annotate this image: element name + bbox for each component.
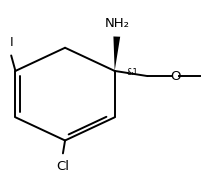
Text: I: I <box>9 36 13 49</box>
Text: NH₂: NH₂ <box>104 17 129 30</box>
Polygon shape <box>113 36 120 71</box>
Text: O: O <box>170 70 180 83</box>
Text: &1: &1 <box>126 68 138 77</box>
Text: Cl: Cl <box>56 160 69 173</box>
